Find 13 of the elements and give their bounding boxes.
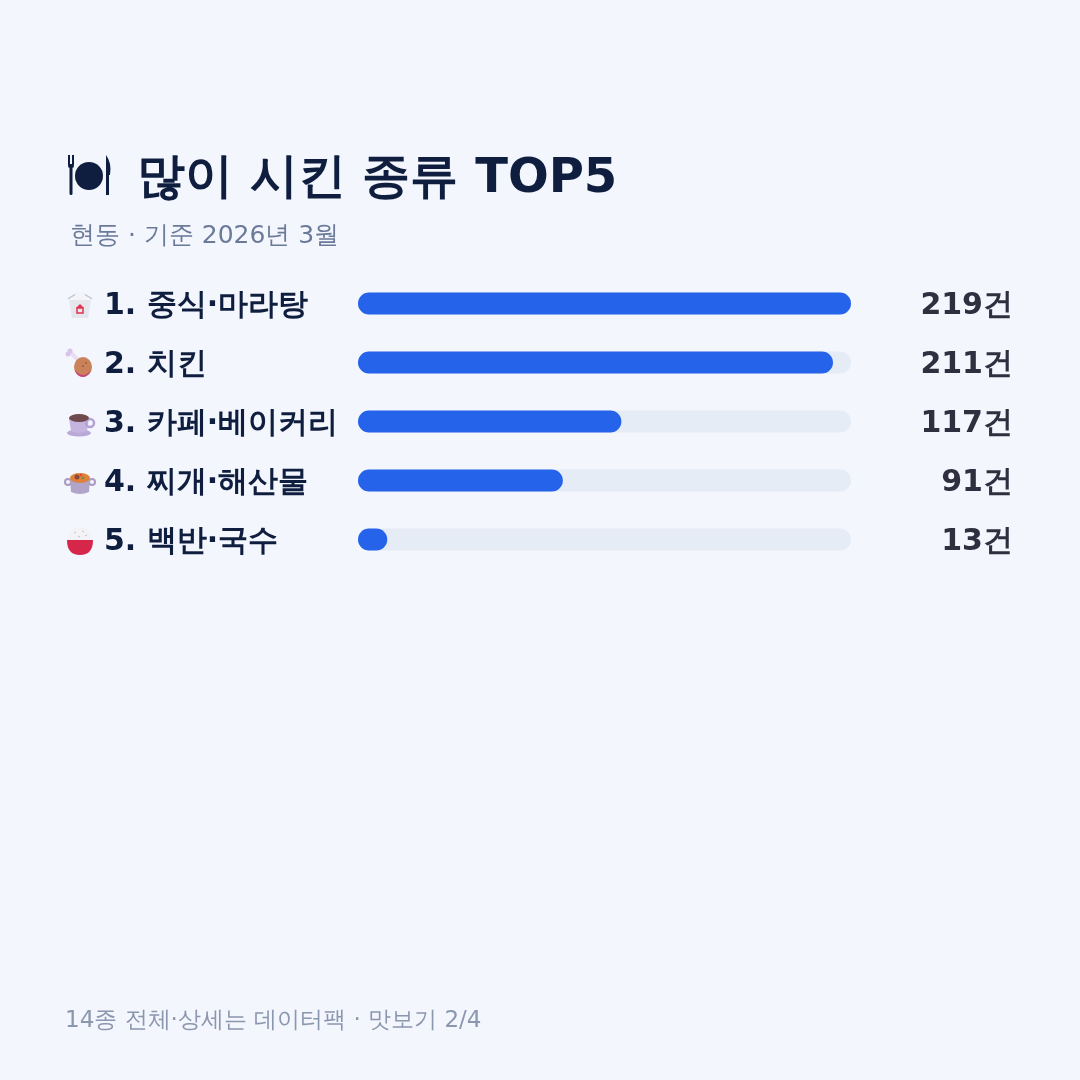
data-label: 219건 [920, 286, 1013, 321]
y-tick-label: 3. 카페·베이커리 [104, 404, 339, 439]
data-label: 117건 [920, 404, 1013, 439]
chart-title: 많이 시킨 종류 TOP5 [137, 147, 618, 203]
y-tick-label: 1. 중식·마라탕 [104, 286, 309, 321]
y-tick-label: 5. 백반·국수 [104, 522, 279, 557]
y-tick-label: 4. 찌개·해산물 [104, 463, 309, 498]
data-label: 91건 [941, 463, 1013, 498]
y-tick-label: 2. 치킨 [104, 345, 207, 380]
text: 14종 전체·상세는 데이터팩 · 맛보기 2/4 [65, 1005, 482, 1032]
data-label: 13건 [941, 522, 1013, 557]
chart-subtitle: 현동 · 기준 2026년 3월 [70, 220, 340, 249]
data-label: 211건 [920, 345, 1013, 380]
